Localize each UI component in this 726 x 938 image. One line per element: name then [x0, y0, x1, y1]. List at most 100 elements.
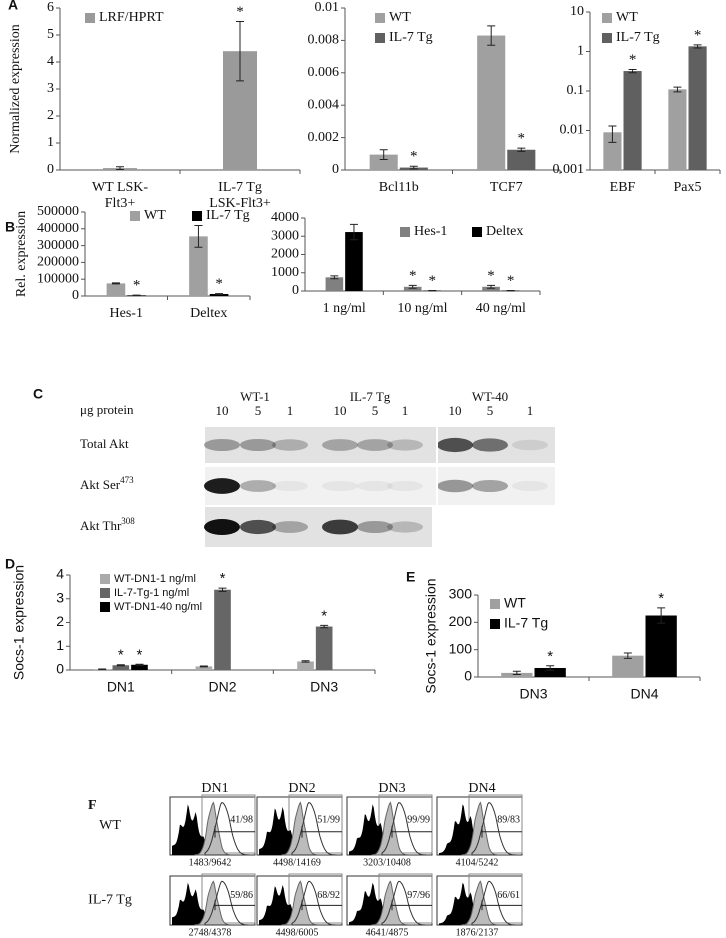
bar	[688, 46, 707, 170]
y-tick-label: 4000	[271, 210, 299, 225]
legend-swatch	[602, 33, 612, 43]
x-tick-label: DN4	[630, 686, 658, 702]
x-tick-label: 1 ng/ml	[323, 301, 366, 316]
significance-star: *	[429, 273, 437, 289]
blot-lane-label: 5	[372, 403, 379, 418]
significance-star: *	[658, 590, 664, 607]
y-tick-label: 0.004	[308, 97, 340, 112]
blot-band	[240, 480, 276, 492]
y-tick-label: 0.1	[567, 83, 585, 98]
panel-label: A	[8, 0, 18, 13]
error-bar	[218, 587, 227, 592]
flow-count-label: 3203/10408	[363, 857, 411, 868]
y-tick-label: 0.002	[308, 130, 340, 145]
x-tick-label: Bcl11b	[379, 180, 419, 195]
significance-star: *	[236, 4, 244, 20]
bar	[534, 667, 566, 677]
legend-swatch	[100, 602, 110, 612]
blot-band	[204, 519, 240, 535]
y-tick-label: 300	[449, 586, 473, 602]
y-tick-label: 2	[56, 613, 64, 629]
bar	[214, 589, 231, 670]
x-tick-label: Pax5	[674, 180, 702, 195]
y-axis-label: Socs-1 expression	[423, 578, 439, 693]
legend-label: IL-7 Tg	[389, 30, 433, 45]
histogram-stain	[291, 802, 338, 856]
significance-star: *	[487, 268, 495, 284]
y-tick-label: 0.006	[308, 65, 340, 80]
blot-band	[240, 438, 276, 452]
flow-count-label: 4104/5242	[456, 857, 499, 868]
blot-band	[322, 439, 358, 451]
gate	[391, 826, 432, 838]
blot-lane-label: 5	[487, 403, 494, 418]
histogram-isotype	[281, 801, 318, 856]
flow-frame-back	[288, 873, 343, 924]
y-tick-label: 3	[56, 589, 64, 605]
error-bar	[487, 284, 496, 289]
bar	[189, 236, 208, 296]
legend-swatch	[400, 227, 410, 237]
error-bar	[349, 223, 358, 241]
error-bar	[608, 125, 617, 143]
flow-gate-label: 66/61	[497, 890, 520, 901]
gate	[214, 900, 255, 911]
legend-label: LRF/HPRT	[99, 10, 164, 25]
blot-band	[322, 480, 358, 492]
significance-star: *	[629, 52, 637, 68]
error-bar	[194, 224, 203, 248]
blot-row-label: Akt Thr308	[80, 516, 135, 533]
legend-label: WT-DN1-40 ng/ml	[114, 601, 202, 613]
significance-star: *	[694, 27, 702, 43]
blot-lane-label: 1	[527, 403, 534, 418]
x-tick-label: Hes-1	[110, 306, 143, 321]
legend-swatch	[100, 588, 110, 598]
legend-label: Deltex	[486, 224, 523, 239]
histogram-stain	[471, 802, 518, 856]
histogram-isotype	[461, 880, 498, 926]
flow-gate-label: 51/99	[317, 814, 340, 825]
significance-star: *	[321, 607, 327, 624]
legend-swatch	[130, 211, 140, 221]
y-tick-label: 3	[47, 81, 54, 96]
error-bar	[487, 25, 496, 46]
gate	[301, 826, 342, 838]
error-bar	[546, 665, 555, 671]
error-bar	[693, 44, 702, 49]
blot-lane-label: 10	[334, 403, 347, 418]
bar	[209, 293, 229, 296]
blot-group-label: IL-7 Tg	[350, 389, 391, 404]
panel-label: F	[88, 798, 97, 813]
legend-swatch	[490, 599, 500, 609]
flow-row-label: WT	[99, 818, 121, 833]
flow-frame-back	[201, 794, 256, 854]
x-tick-label: IL-7 Tg LSK-Flt3+	[209, 180, 271, 211]
blot-lane-label: 10	[449, 403, 462, 418]
flow-column-label: DN2	[288, 781, 315, 796]
legend-label: IL-7 Tg	[206, 208, 250, 223]
legend-label: IL-7 Tg	[504, 615, 548, 631]
legend-label: IL-7 Tg	[616, 30, 660, 45]
gate	[391, 900, 432, 911]
blot-band	[437, 479, 473, 493]
bar	[623, 71, 642, 170]
legend-swatch	[602, 13, 612, 23]
y-tick-label: 5	[47, 27, 54, 42]
legend-label: WT-DN1-1 ng/ml	[114, 573, 196, 585]
blot-band	[357, 480, 393, 492]
blot-band	[512, 480, 548, 492]
histogram-control	[172, 882, 217, 925]
x-tick-label: TCF7	[490, 180, 523, 195]
error-bar	[301, 660, 310, 663]
blot-row-text: Akt Thr	[80, 518, 122, 533]
y-tick-label: 4	[56, 566, 64, 582]
flow-gate-label: 89/83	[497, 814, 520, 825]
gate	[481, 826, 522, 838]
bar	[645, 615, 677, 677]
error-bar	[236, 21, 244, 82]
y-tick-label: 1000	[271, 265, 299, 280]
bar	[507, 149, 536, 170]
error-bar	[517, 147, 526, 152]
flow-count-label: 4498/14169	[273, 857, 321, 868]
flow-frame-back	[378, 873, 433, 924]
